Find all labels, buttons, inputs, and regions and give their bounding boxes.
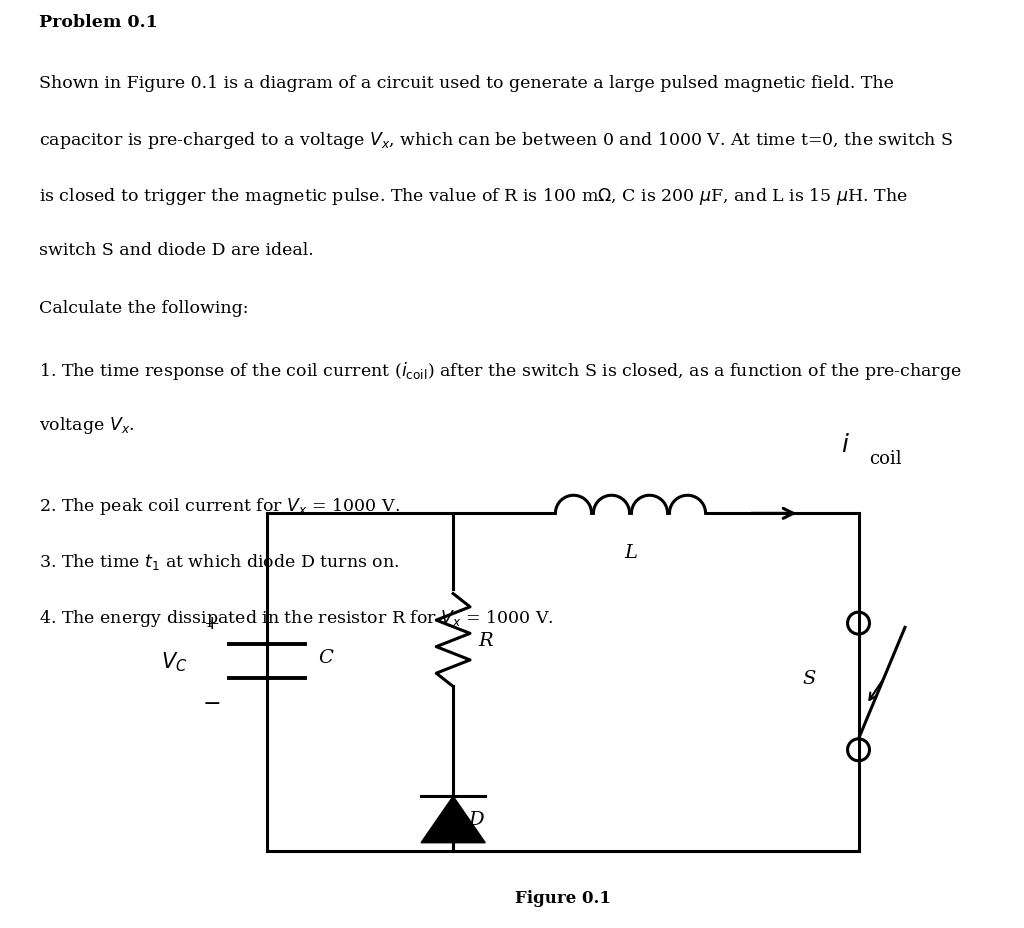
Text: $i$: $i$ — [842, 433, 850, 457]
Text: L: L — [624, 543, 637, 561]
Text: switch S and diode D are ideal.: switch S and diode D are ideal. — [39, 241, 313, 258]
Text: voltage $V_x$.: voltage $V_x$. — [39, 415, 134, 436]
Text: 4. The energy dissipated in the resistor R for $V_x$ = 1000 V.: 4. The energy dissipated in the resistor… — [39, 607, 554, 628]
Text: +: + — [204, 614, 221, 633]
Text: Figure 0.1: Figure 0.1 — [515, 889, 611, 906]
Text: D: D — [468, 810, 484, 829]
Text: $V_C$: $V_C$ — [161, 650, 187, 673]
Text: 1. The time response of the coil current ($i_\mathrm{coil}$) after the switch S : 1. The time response of the coil current… — [39, 359, 962, 381]
Text: coil: coil — [868, 449, 901, 468]
Text: 3. The time $t_1$ at which diode D turns on.: 3. The time $t_1$ at which diode D turns… — [39, 551, 399, 572]
Text: capacitor is pre-charged to a voltage $V_x$, which can be between 0 and 1000 V. : capacitor is pre-charged to a voltage $V… — [39, 130, 953, 151]
Text: C: C — [318, 648, 333, 666]
Text: 2. The peak coil current for $V_x$ = 1000 V.: 2. The peak coil current for $V_x$ = 100… — [39, 496, 399, 517]
Text: S: S — [803, 669, 816, 688]
Text: −: − — [203, 692, 222, 715]
Text: Problem 0.1: Problem 0.1 — [39, 15, 158, 32]
Text: Shown in Figure 0.1 is a diagram of a circuit used to generate a large pulsed ma: Shown in Figure 0.1 is a diagram of a ci… — [39, 75, 894, 92]
Text: Calculate the following:: Calculate the following: — [39, 299, 249, 316]
Text: R: R — [478, 631, 494, 650]
Text: is closed to trigger the magnetic pulse. The value of R is 100 m$\Omega$, C is 2: is closed to trigger the magnetic pulse.… — [39, 186, 907, 207]
Polygon shape — [421, 796, 485, 843]
